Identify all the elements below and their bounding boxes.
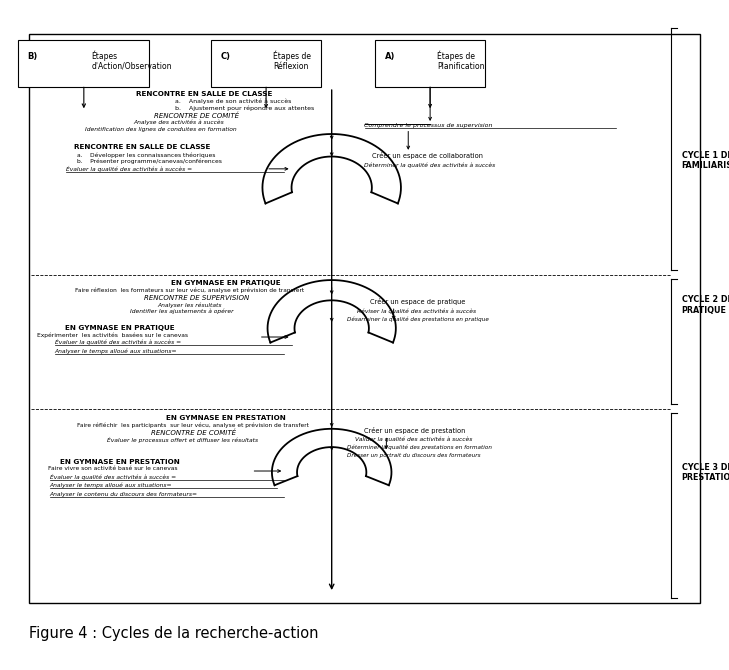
Text: Analyser le contenu du discours des formateurs=: Analyser le contenu du discours des form… (50, 492, 198, 497)
Text: Déterminer la qualité des activités à succès: Déterminer la qualité des activités à su… (364, 162, 496, 168)
Text: Faire réfléchir  les participants  sur leur vécu, analyse et prévision de transf: Faire réfléchir les participants sur leu… (77, 422, 309, 427)
Text: EN GYMNASE EN PRESTATION: EN GYMNASE EN PRESTATION (61, 460, 180, 465)
Text: CYCLE 2 DE
PRATIQUE: CYCLE 2 DE PRATIQUE (682, 295, 729, 314)
Text: RENCONTRE DE COMITÉ: RENCONTRE DE COMITÉ (155, 113, 239, 119)
Text: Dresser un portrait du discours des formateurs: Dresser un portrait du discours des form… (347, 453, 480, 458)
Text: Créer un espace de pratique: Créer un espace de pratique (370, 298, 466, 305)
Text: Faire réflexion  les formateurs sur leur vécu, analyse et prévision de transfert: Faire réflexion les formateurs sur leur … (75, 287, 304, 293)
Text: Réflexion: Réflexion (273, 62, 309, 71)
FancyBboxPatch shape (375, 40, 485, 87)
Text: Figure 4 : Cycles de la recherche-action: Figure 4 : Cycles de la recherche-action (29, 626, 319, 641)
Text: Expérimenter  les activités  basées sur le canevas: Expérimenter les activités basées sur le… (37, 332, 189, 338)
Text: Analyse des activités à succès: Analyse des activités à succès (133, 120, 224, 125)
Text: Comprendre le processus de supervision: Comprendre le processus de supervision (364, 123, 493, 128)
Text: Identifier les ajustements à opérer: Identifier les ajustements à opérer (130, 309, 234, 314)
Text: b.    Présenter programme/canevas/conférences: b. Présenter programme/canevas/conférenc… (77, 159, 222, 164)
Text: CYCLE 1 DE
FAMILIARISATION: CYCLE 1 DE FAMILIARISATION (682, 151, 729, 170)
Text: Analyser le temps alloué aux situations=: Analyser le temps alloué aux situations= (55, 348, 177, 354)
Text: Désarminer la qualité des prestations en pratique: Désarminer la qualité des prestations en… (347, 316, 489, 322)
Text: Étapes de: Étapes de (273, 50, 311, 61)
Text: Déterminer la qualité des prestations en formation: Déterminer la qualité des prestations en… (347, 445, 492, 450)
Text: RENCONTRE EN SALLE DE CLASSE: RENCONTRE EN SALLE DE CLASSE (74, 145, 211, 150)
Text: Faire vivre son activité basé sur le canevas: Faire vivre son activité basé sur le can… (48, 466, 178, 472)
Text: Analyser les résultats: Analyser les résultats (157, 302, 222, 308)
FancyBboxPatch shape (18, 40, 149, 87)
Text: Étapes: Étapes (91, 50, 117, 61)
Text: d'Action/Observation: d'Action/Observation (91, 62, 171, 71)
Text: EN GYMNASE EN PRESTATION: EN GYMNASE EN PRESTATION (166, 415, 286, 421)
Text: RENCONTRE EN SALLE DE CLASSE: RENCONTRE EN SALLE DE CLASSE (136, 91, 273, 96)
Text: Créer un espace de collaboration: Créer un espace de collaboration (372, 152, 483, 159)
FancyBboxPatch shape (211, 40, 321, 87)
Text: Analyser le temps alloué aux situations=: Analyser le temps alloué aux situations= (50, 483, 172, 488)
Text: Réviser la qualité des activités à succès: Réviser la qualité des activités à succè… (357, 308, 476, 314)
Text: Identification des lignes de conduites en formation: Identification des lignes de conduites e… (85, 127, 236, 132)
Text: Évaluer la qualité des activités à succès =: Évaluer la qualité des activités à succè… (55, 339, 181, 346)
Text: RENCONTRE DE COMITÉ: RENCONTRE DE COMITÉ (151, 429, 235, 436)
Text: C): C) (221, 52, 231, 62)
Text: Étapes de: Étapes de (437, 50, 475, 61)
Text: Évaluer la qualité des activités à succès =: Évaluer la qualité des activités à succè… (66, 165, 192, 172)
Text: EN GYMNASE EN PRATIQUE: EN GYMNASE EN PRATIQUE (66, 326, 175, 331)
Text: A): A) (385, 52, 395, 62)
Text: Évaluer la qualité des activités à succès =: Évaluer la qualité des activités à succè… (50, 474, 176, 480)
Text: EN GYMNASE EN PRATIQUE: EN GYMNASE EN PRATIQUE (171, 281, 281, 286)
Text: Planification: Planification (437, 62, 485, 71)
Text: B): B) (28, 52, 38, 62)
Text: a.    Analyse de son activité à succès: a. Analyse de son activité à succès (175, 98, 292, 104)
Text: CYCLE 3 DE
PRESTATION: CYCLE 3 DE PRESTATION (682, 463, 729, 482)
Bar (29, 34, 700, 603)
Text: a.    Développer les connaissances théoriques: a. Développer les connaissances théoriqu… (77, 152, 215, 157)
Text: Créer un espace de prestation: Créer un espace de prestation (364, 427, 466, 434)
Text: b.    Ajustement pour répondre aux attentes: b. Ajustement pour répondre aux attentes (175, 105, 314, 111)
Text: RENCONTRE DE SUPERVISION: RENCONTRE DE SUPERVISION (144, 295, 249, 301)
Text: Valider la qualité des activités à succès: Valider la qualité des activités à succè… (355, 437, 472, 442)
Text: Évaluer le processus offert et diffuser les résultats: Évaluer le processus offert et diffuser … (106, 436, 258, 443)
